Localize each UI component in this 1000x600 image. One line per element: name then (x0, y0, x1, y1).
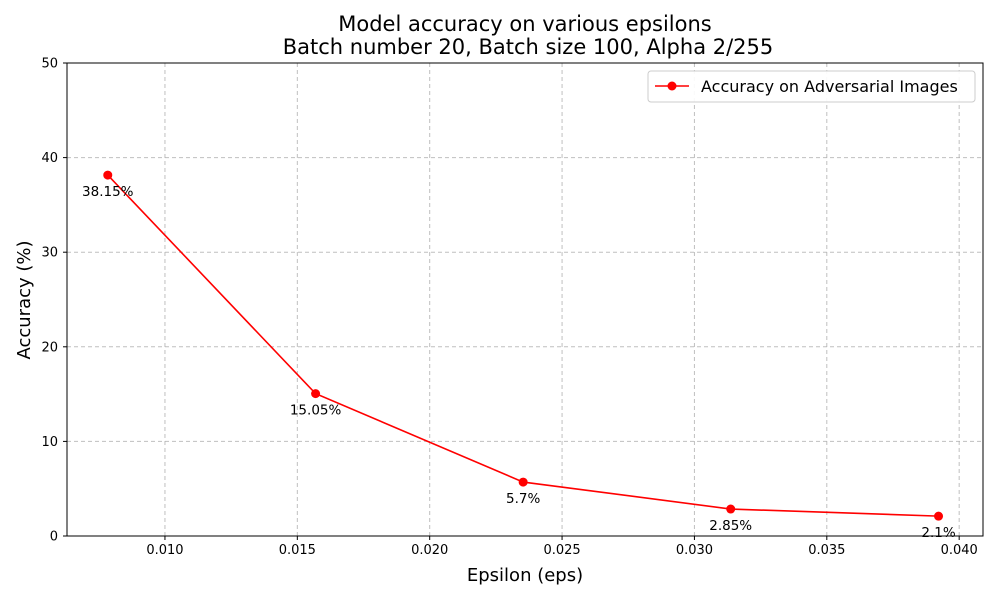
data-label: 15.05% (290, 403, 342, 419)
x-tick-label: 0.020 (411, 543, 448, 558)
data-label: 38.15% (82, 184, 134, 200)
legend-marker-swatch (667, 81, 677, 91)
series (103, 170, 944, 521)
plot-frame (66, 62, 984, 537)
chart-title: Model accuracy on various epsilons (338, 12, 711, 36)
x-tick-label: 0.015 (279, 543, 316, 558)
data-label: 2.1% (921, 525, 955, 541)
grid (67, 62, 983, 537)
y-axis-label: Accuracy (%) (14, 240, 35, 359)
data-point (518, 477, 528, 487)
data-label: 2.85% (709, 518, 752, 534)
y-tick-label: 30 (41, 246, 58, 261)
x-axis-label: Epsilon (eps) (467, 565, 583, 586)
data-point (934, 511, 944, 521)
x-tick-label: 0.040 (941, 543, 978, 558)
x-tick-label: 0.030 (676, 543, 713, 558)
data-point (103, 170, 113, 180)
chart-subtitle: Batch number 20, Batch size 100, Alpha 2… (283, 35, 774, 59)
x-tick-label: 0.010 (146, 543, 183, 558)
data-point (726, 504, 736, 514)
series-line (107, 174, 939, 517)
axes (63, 62, 984, 540)
y-tick-label: 10 (41, 435, 58, 450)
legend-box (647, 70, 976, 103)
x-tick-label: 0.035 (808, 543, 845, 558)
y-tick-label: 20 (41, 340, 58, 355)
y-tick-label: 50 (41, 57, 58, 72)
y-tick-label: 40 (41, 151, 58, 166)
legend-label: Accuracy on Adversarial Images (701, 77, 958, 96)
legend: Accuracy on Adversarial Images (647, 70, 976, 103)
y-tick-label: 0 (50, 530, 58, 545)
tick-labels: 0.010 0.015 0.020 0.025 0.030 0.035 0.040 0 10 20… (41, 57, 977, 559)
data-point (311, 389, 321, 399)
x-tick-label: 0.025 (543, 543, 580, 558)
data-label: 5.7% (506, 491, 540, 507)
data-labels: 38.15% 15.05% 5.7% 2.85% 2.1% (82, 184, 956, 541)
